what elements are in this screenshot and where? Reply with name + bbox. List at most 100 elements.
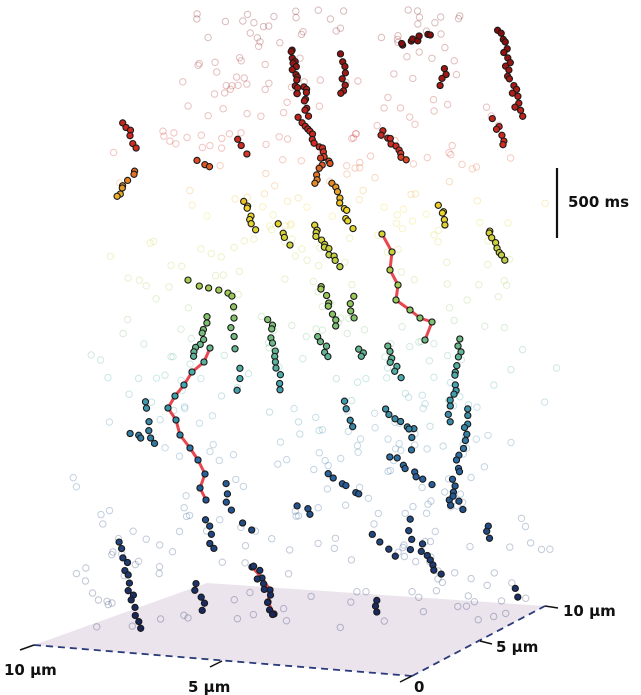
faint-localization: [254, 42, 263, 50]
track-localization: [204, 284, 213, 292]
faint-localization: [131, 560, 140, 569]
track-localization: [519, 112, 527, 120]
track-localization: [386, 358, 394, 366]
track-localization: [406, 515, 414, 523]
track-localization: [130, 170, 138, 178]
track-localization: [501, 256, 509, 264]
faint-localization: [434, 226, 443, 235]
track-localization: [405, 527, 413, 535]
track-localization: [306, 510, 314, 518]
faint-localization: [314, 262, 323, 270]
faint-localization: [506, 154, 515, 162]
faint-localization: [472, 163, 481, 171]
faint-localization: [230, 243, 238, 252]
faint-localization: [292, 512, 300, 520]
track-localization: [514, 92, 522, 100]
faint-localization: [265, 408, 274, 416]
faint-localization: [521, 522, 530, 531]
faint-localization: [209, 440, 217, 449]
x-axis-label-10: 10 µm: [4, 661, 57, 679]
track-localization: [501, 38, 509, 46]
faint-localization: [220, 89, 229, 97]
faint-localization: [206, 141, 214, 150]
faint-localization: [210, 90, 219, 98]
track-localization: [229, 303, 238, 311]
faint-localization: [184, 102, 192, 110]
faint-localization: [303, 256, 311, 264]
faint-localization: [188, 201, 196, 209]
faint-localization: [380, 104, 388, 112]
faint-localization: [170, 129, 178, 137]
faint-localization: [259, 22, 268, 31]
faint-localization: [504, 219, 512, 227]
faint-localization: [261, 85, 269, 94]
track-localization: [131, 603, 139, 612]
track-localization: [197, 593, 205, 601]
track-localization: [329, 474, 337, 482]
faint-localization: [484, 260, 492, 269]
track-localization: [207, 530, 216, 538]
track-localization: [349, 423, 357, 431]
track-localization: [275, 379, 284, 388]
faint-localization: [243, 80, 251, 88]
faint-localization: [347, 396, 356, 405]
faint-localization: [184, 304, 193, 312]
track-localization: [293, 90, 301, 98]
faint-localization: [408, 588, 416, 596]
faint-localization: [213, 68, 221, 76]
track-localization: [131, 611, 139, 620]
faint-localization: [211, 58, 219, 66]
track-localization: [455, 497, 463, 505]
faint-localization: [430, 373, 438, 381]
y-axis-label-10: 10 µm: [563, 602, 616, 620]
track-localization: [240, 197, 248, 206]
faint-localization: [275, 133, 283, 141]
track-localization: [347, 307, 355, 315]
track-localization: [268, 325, 276, 333]
faint-localization: [286, 546, 294, 554]
track-localization: [215, 286, 223, 294]
faint-localization: [259, 203, 267, 211]
track-localization: [377, 131, 385, 139]
faint-localization: [219, 271, 228, 279]
faint-localization: [237, 57, 245, 65]
track-localization: [137, 434, 145, 442]
faint-localization: [481, 322, 489, 330]
faint-localization: [279, 156, 287, 164]
faint-localization: [522, 594, 530, 602]
highlighted-track-point: [421, 336, 429, 344]
faint-localization: [142, 282, 150, 290]
track-localization: [263, 598, 272, 607]
x-axis-label-5: 5 µm: [188, 678, 230, 695]
faint-localization: [443, 351, 452, 360]
faint-localization: [315, 426, 323, 435]
faint-localization: [315, 449, 323, 457]
faint-localization: [404, 6, 412, 14]
track-localization: [516, 106, 525, 114]
track-localization: [310, 139, 318, 147]
faint-localization: [296, 430, 304, 438]
faint-localization: [271, 182, 279, 190]
faint-localization: [352, 130, 360, 138]
track-localization: [459, 444, 468, 453]
faint-localization: [470, 598, 479, 606]
track-localization: [386, 347, 394, 356]
faint-localization: [135, 276, 144, 284]
track-localization: [230, 314, 238, 322]
track-localization: [260, 585, 268, 594]
track-localization: [325, 244, 333, 253]
faint-localization: [507, 438, 515, 447]
faint-localization: [155, 569, 163, 578]
faint-localization: [434, 238, 442, 246]
faint-localization: [413, 7, 422, 15]
faint-localization: [297, 157, 305, 165]
track-localization: [150, 439, 159, 448]
faint-localization: [97, 510, 105, 519]
track-localization: [426, 31, 434, 39]
track-localization: [271, 358, 280, 366]
faint-localization: [265, 22, 273, 30]
track-localization: [249, 562, 258, 570]
track-localization: [322, 342, 331, 350]
faint-localization: [330, 544, 339, 553]
